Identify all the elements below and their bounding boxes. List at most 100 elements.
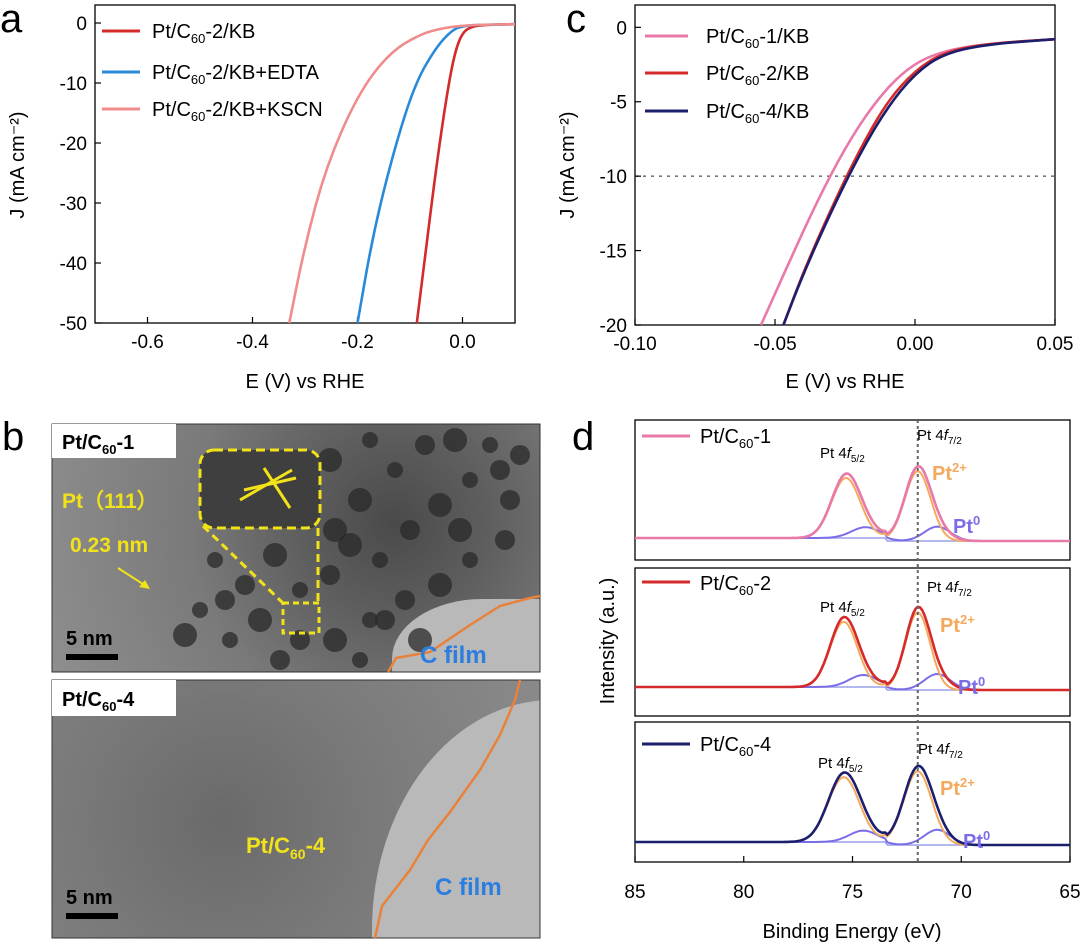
legend-label-a-3: Pt/C60-2/KB+KSCN <box>152 99 323 124</box>
legend-label-a-1: Pt/C60-2/KB <box>152 21 255 46</box>
film-edge-top <box>386 594 541 673</box>
legend-c2-pre: Pt/C <box>706 63 745 85</box>
nanoparticle <box>215 590 235 610</box>
nanoparticle <box>318 448 342 472</box>
panel-d-xtick-label: 70 <box>951 882 972 903</box>
legend-label-d-3: Pt/C60-4 <box>700 734 771 759</box>
f52-2-pre: Pt 4 <box>820 599 847 616</box>
nanoparticle <box>490 460 510 480</box>
panel-c-series-line-1 <box>759 37 1056 326</box>
nanoparticle <box>173 623 197 647</box>
panel-a-xtick-label: 0.0 <box>449 332 475 353</box>
legend-label-c-1: Pt/C60-1/KB <box>706 26 809 51</box>
nanoparticle <box>428 573 452 597</box>
f52-2-sub: 5/2 <box>851 608 865 619</box>
nanoparticle <box>323 518 347 542</box>
nanoparticle <box>482 437 498 453</box>
nanoparticle <box>222 632 238 648</box>
peak-label-f52-1: Pt 4f5/2 <box>820 445 865 465</box>
panel-letter-d: d <box>572 415 594 459</box>
pt0-1-base: Pt <box>953 516 973 538</box>
tem-center-label: Pt/C60-4 <box>246 833 326 862</box>
legend-c1-pre: Pt/C <box>706 26 745 48</box>
panel-c-series-line-3 <box>782 37 1056 326</box>
zoom-connector-1 <box>201 524 287 607</box>
lattice-line-2 <box>243 476 297 492</box>
nanoparticle <box>408 628 432 652</box>
pt0-2-base: Pt <box>958 677 978 699</box>
nanoparticle <box>192 602 208 618</box>
nanoparticle <box>352 652 368 668</box>
panel-letter-a: a <box>0 0 23 41</box>
panel-a-ytick-label: -40 <box>60 254 87 275</box>
panel-c-xlabel: E (V) vs RHE <box>786 371 905 393</box>
panel-c-chart: -0.10 -0.05 0.00 0.050-5-10-15-20 Pt/C60-1/… <box>557 4 1074 393</box>
xps-envelope-2 <box>635 605 1070 692</box>
legend-c3-post: -4/KB <box>759 101 809 123</box>
f52-1-pre: Pt 4 <box>820 445 847 462</box>
panel-a-series-line-3 <box>287 22 516 324</box>
peak-label-f52-2: Pt 4f5/2 <box>820 599 865 619</box>
tem-bottom-post: -4 <box>116 689 135 711</box>
f52-1-sub: 5/2 <box>851 454 865 465</box>
nanoparticle <box>443 428 467 452</box>
panel-a-ytick-label: -20 <box>60 134 87 155</box>
legend-label-a-2: Pt/C60-2/KB+EDTA <box>152 62 320 87</box>
panel-a-xlabel: E (V) vs RHE <box>246 371 365 393</box>
nanoparticle <box>462 472 478 488</box>
panel-c-ylabel: J (mA cm⁻²) <box>557 111 579 218</box>
panel-a-ylabel: J (mA cm⁻²) <box>7 111 29 218</box>
pt2-2-base: Pt <box>940 615 960 637</box>
panel-b-overlays: Pt/C60-1 Pt/C60-4 Pt（111） 0.23 nm C film… <box>51 423 541 939</box>
legend-c3-sub: 60 <box>745 111 759 126</box>
panel-d-xlabel: Binding Energy (eV) <box>763 921 942 942</box>
film-label-top: C film <box>420 642 487 669</box>
pt2-3-base: Pt <box>940 778 960 800</box>
legend-label-c-2: Pt/C60-2/KB <box>706 63 809 88</box>
nanoparticle <box>235 575 255 595</box>
peak-label-f72-2: Pt 4f7/2 <box>927 579 972 599</box>
peak-label-f52-3: Pt 4f5/2 <box>818 755 863 775</box>
legend-a2-post: -2/KB+EDTA <box>205 62 319 84</box>
xps-envelope-3 <box>635 764 1070 847</box>
pt0-1-sup: 0 <box>973 513 980 528</box>
f72-3-pre: Pt 4 <box>918 741 945 758</box>
pt0-3-sup: 0 <box>983 828 990 843</box>
pt2-label-3: Pt2+ <box>940 775 975 800</box>
scale-bar-label-top: 5 nm <box>66 628 113 650</box>
nanoparticle <box>387 462 403 478</box>
nanoparticle <box>348 488 372 512</box>
peak-label-f72-3: Pt 4f7/2 <box>918 741 963 761</box>
lattice-plane-label: Pt（111） <box>62 489 158 513</box>
panel-c-xtick-label: 0.05 <box>1037 334 1074 355</box>
f72-1-f: f <box>944 427 950 444</box>
panel-d-chart: 85 80 75 70 65 Binding Energy (eV) Intensity… <box>597 419 1080 942</box>
tem-center-pre: Pt/C <box>246 833 290 858</box>
f72-1-pre: Pt 4 <box>917 427 944 444</box>
tem-top-label: Pt/C60-1 <box>62 432 134 457</box>
panel-d-sub2-frame <box>634 567 1071 717</box>
f52-3-pre: Pt 4 <box>818 755 845 772</box>
panel-c-xtick-label: 0.00 <box>897 334 934 355</box>
panel-d-sub1-frame <box>634 419 1071 561</box>
legend-d3-sub: 60 <box>739 744 753 759</box>
lattice-line-3 <box>262 467 292 509</box>
pt0-3-base: Pt <box>963 831 983 853</box>
panel-c-ytick-label: -15 <box>600 242 627 263</box>
nanoparticle <box>207 552 223 568</box>
panel-a-xtick-label: -0.2 <box>341 332 374 353</box>
panel-c-frame <box>634 4 1056 326</box>
tem-image-bottom <box>52 680 540 938</box>
nanoparticle <box>290 630 310 650</box>
legend-d2-pre: Pt/C <box>700 573 739 595</box>
pt0-2-sup: 0 <box>978 674 985 689</box>
legend-d3-post: -4 <box>753 734 771 756</box>
tem-bottom-label-box <box>52 680 176 716</box>
legend-a3-post: -2/KB+KSCN <box>205 99 322 121</box>
nanoparticle <box>462 552 478 568</box>
tem-center-post: -4 <box>306 833 326 858</box>
legend-d2-sub: 60 <box>739 583 753 598</box>
panel-c-xtick-label: -0.10 <box>613 334 656 355</box>
panel-a-ytick-label: -10 <box>60 74 87 95</box>
